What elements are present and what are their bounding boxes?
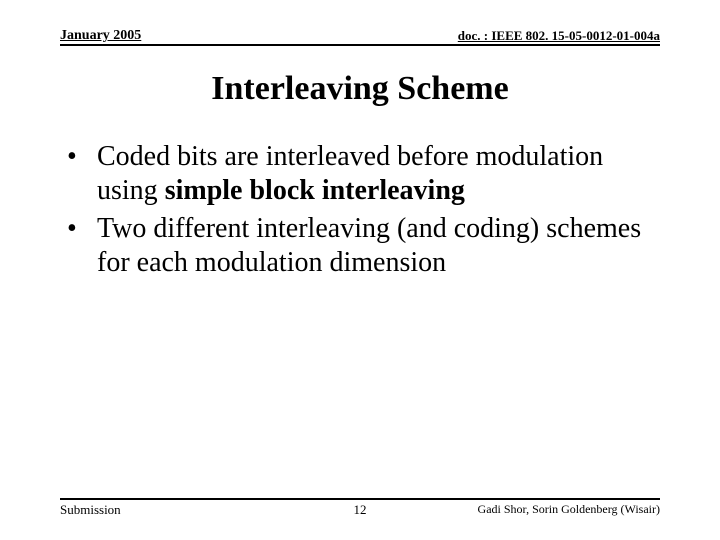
footer-authors: Gadi Shor, Sorin Goldenberg (Wisair) — [478, 502, 660, 517]
header-doc-id: doc. : IEEE 802. 15-05-0012-01-004a — [458, 28, 660, 44]
bullet-item: • Two different interleaving (and coding… — [65, 212, 660, 280]
bullet-text: Coded bits are interleaved before modula… — [97, 140, 660, 208]
slide-footer: Submission 12 Gadi Shor, Sorin Goldenber… — [60, 498, 660, 518]
bullet-text: Two different interleaving (and coding) … — [97, 212, 660, 280]
slide-content: • Coded bits are interleaved before modu… — [65, 140, 660, 284]
bullet-pre: Two different interleaving (and coding) … — [97, 213, 641, 278]
bullet-marker: • — [65, 212, 97, 280]
footer-left: Submission — [60, 502, 121, 518]
footer-page-number: 12 — [354, 502, 367, 518]
slide-header: January 2005 doc. : IEEE 802. 15-05-0012… — [60, 28, 660, 46]
bullet-bold: simple block interleaving — [165, 175, 465, 206]
header-date: January 2005 — [60, 28, 141, 44]
bullet-marker: • — [65, 140, 97, 208]
bullet-item: • Coded bits are interleaved before modu… — [65, 140, 660, 208]
slide-title: Interleaving Scheme — [0, 70, 720, 108]
